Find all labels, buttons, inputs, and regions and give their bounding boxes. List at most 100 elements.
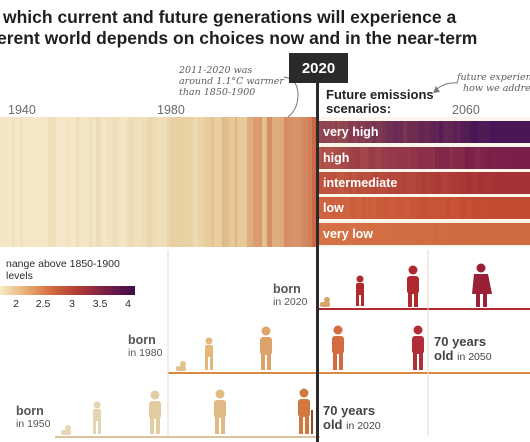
scenario-stripe	[350, 197, 356, 219]
scenario-stripe	[493, 121, 500, 143]
elder-figure-1950	[298, 388, 313, 434]
scenario-stripe	[344, 121, 348, 143]
scenario-stripe	[515, 121, 519, 143]
scenario-stripe	[518, 147, 522, 169]
scenario-stripe	[472, 172, 478, 194]
scenario-stripe	[472, 197, 476, 219]
adult-figure-1980	[260, 326, 272, 370]
scenario-stripe	[431, 172, 437, 194]
warming-annotation-line-2: around 1.1°C warmer	[179, 76, 284, 87]
scenario-stripe	[363, 223, 366, 245]
scenario-stripe	[335, 223, 338, 245]
warming-stripe	[66, 117, 70, 247]
warming-stripe	[198, 117, 202, 247]
scenario-stripe	[402, 223, 408, 245]
scenario-stripe	[378, 172, 380, 194]
age-in-year: in 2050	[457, 351, 492, 363]
scenario-stripe	[483, 121, 489, 143]
baby-figure-1980	[176, 361, 186, 371]
age-label-2050: 70 years old in 2050	[434, 335, 492, 364]
warming-stripe	[29, 117, 34, 247]
child-figure-1980	[205, 337, 213, 370]
born-text: born	[128, 333, 156, 347]
scenario-stripe	[437, 121, 439, 143]
scenario-stripe	[324, 147, 331, 169]
warming-stripe	[0, 117, 5, 247]
scenario-stripe	[472, 223, 478, 245]
scenario-stripe	[325, 172, 332, 194]
scenario-intermediate: intermediate	[318, 172, 530, 194]
warming-stripe	[292, 117, 299, 247]
scenario-stripe	[505, 147, 507, 169]
scenario-stripe	[365, 172, 367, 194]
scenario-stripe	[340, 147, 346, 169]
scenario-stripe	[369, 172, 373, 194]
warming-stripe	[289, 117, 292, 247]
warming-stripe	[222, 117, 224, 247]
scenario-stripe	[524, 223, 527, 245]
scenario-stripe	[416, 172, 421, 194]
scenario-stripe	[501, 223, 503, 245]
scenario-stripe	[352, 172, 357, 194]
scenario-stripe	[492, 223, 498, 245]
future-emissions-label-line-1: Future emissions	[326, 87, 434, 102]
scenario-rows: very high high intermediate low very low	[318, 117, 530, 247]
scenario-stripe	[366, 197, 368, 219]
warming-stripe	[211, 117, 214, 247]
warming-stripe	[235, 117, 237, 247]
scenario-stripe	[513, 121, 515, 143]
warming-stripe	[284, 117, 287, 247]
scenario-stripe	[332, 172, 337, 194]
born-2020-label: born in 2020	[273, 283, 307, 309]
scenario-stripe	[391, 172, 395, 194]
scenario-stripe	[457, 197, 460, 219]
scenario-stripe	[478, 223, 481, 245]
scenario-stripe	[465, 147, 469, 169]
scenario-stripe	[384, 172, 386, 194]
scenario-stripe	[415, 147, 417, 169]
warming-stripe	[92, 117, 96, 247]
scenario-stripe	[358, 121, 360, 143]
scenario-stripe	[516, 172, 521, 194]
scenario-stripe	[370, 147, 375, 169]
scenario-stripe	[318, 223, 321, 245]
scenario-stripe	[454, 223, 458, 245]
warming-stripe	[58, 117, 66, 247]
age-years: 70 years	[434, 334, 487, 349]
scenario-stripe	[448, 223, 454, 245]
timeline-2020	[318, 308, 530, 310]
adult-figure-1950-b	[214, 389, 226, 434]
gridlines	[167, 250, 429, 436]
warming-stripe	[262, 117, 265, 247]
scenario-stripe	[510, 121, 513, 143]
scenario-stripe	[388, 172, 391, 194]
elder-figure-2020	[472, 263, 492, 307]
scenario-stripe	[440, 172, 442, 194]
scenario-stripe	[502, 172, 509, 194]
scenario-stripe	[325, 223, 331, 245]
age-in-year: in 2020	[346, 420, 381, 432]
scenario-stripe	[391, 223, 398, 245]
scenario-stripe	[498, 223, 501, 245]
warming-stripe	[96, 117, 98, 247]
baby-figure-1950	[61, 425, 71, 435]
scenario-stripe	[417, 147, 423, 169]
scenario-very-high: very high	[318, 121, 530, 143]
scenario-stripe	[395, 172, 402, 194]
scenario-stripe	[522, 147, 529, 169]
scenario-stripe	[381, 197, 383, 219]
born-year: in 1980	[128, 347, 163, 359]
scenario-stripe	[425, 121, 430, 143]
legend-tick: 2.5	[35, 298, 51, 310]
scenario-stripe	[336, 197, 341, 219]
future-emissions-label: Future emissions scenarios:	[326, 88, 434, 116]
scenario-stripe	[469, 147, 475, 169]
scenario-stripe	[360, 121, 365, 143]
scenario-stripe	[481, 197, 486, 219]
scenario-stripe	[397, 147, 399, 169]
scenario-stripe	[326, 121, 332, 143]
scenario-stripe	[439, 121, 443, 143]
scenario-stripe	[368, 197, 371, 219]
scenario-stripe	[378, 147, 381, 169]
scenario-stripe	[516, 147, 518, 169]
